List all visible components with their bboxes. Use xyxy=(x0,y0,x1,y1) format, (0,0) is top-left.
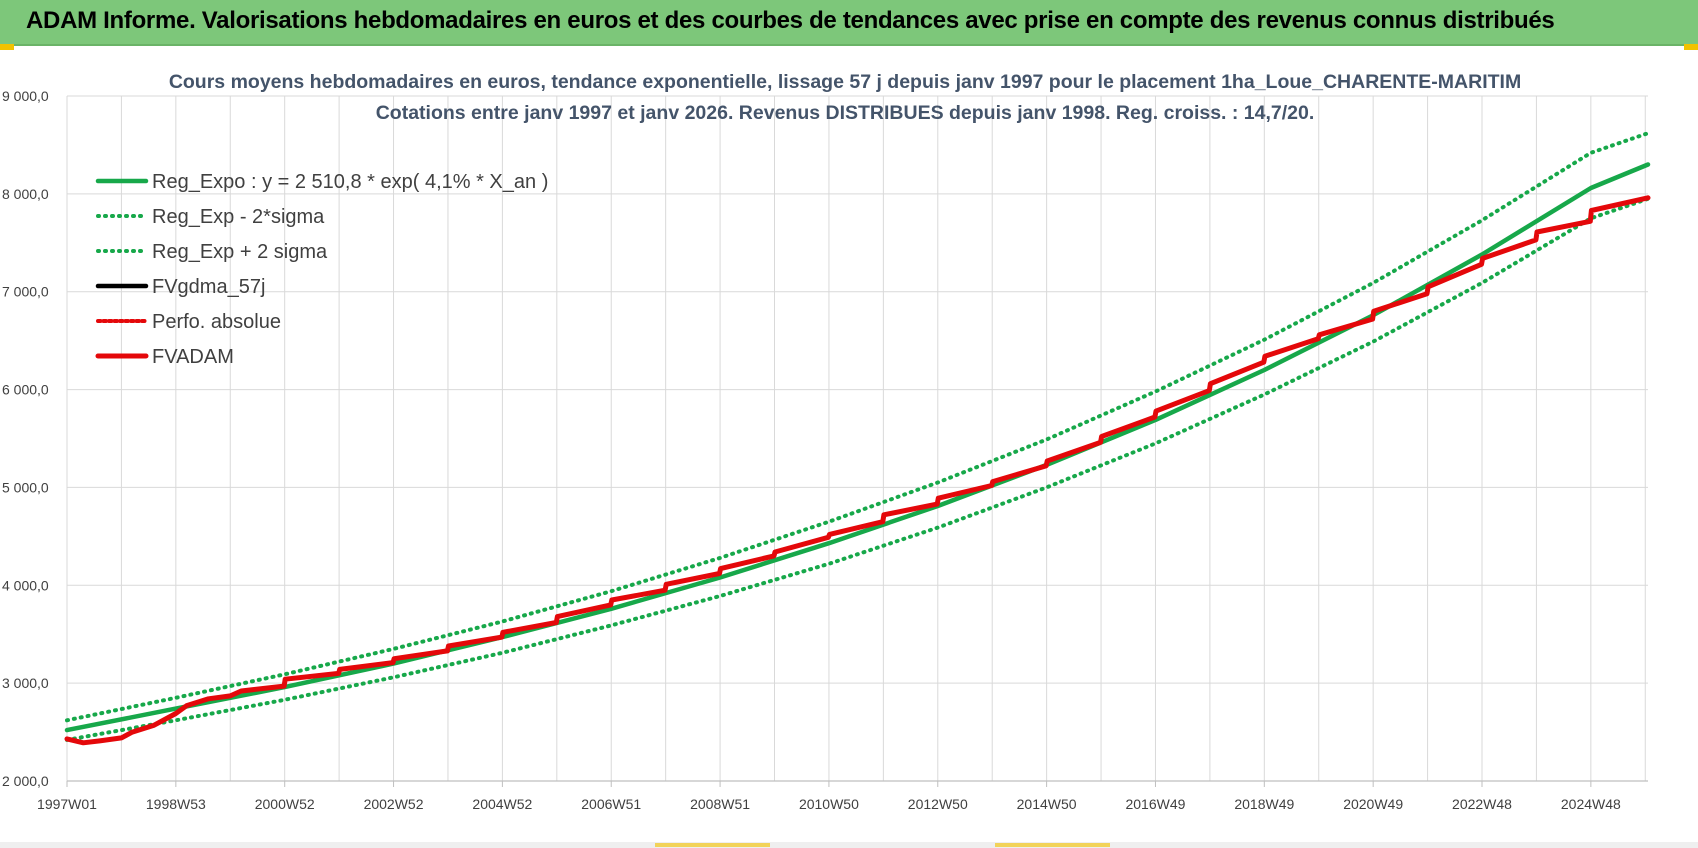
y-tick-label: 5 000,0 xyxy=(2,479,49,495)
corner-marker-left xyxy=(0,44,14,50)
series-layer xyxy=(64,131,1651,746)
legend-label: Reg_Expo : y = 2 510,8 * exp( 4,1% * X_a… xyxy=(152,171,548,193)
grid xyxy=(66,95,1648,782)
axes: 2 000,0 3 000,0 4 000,0 5 000,0 6 000,0 7 000… xyxy=(2,88,1648,812)
y-tick-label: 7 000,0 xyxy=(2,284,49,300)
bottom-bar xyxy=(0,842,1698,848)
x-tick-label: 1998W53 xyxy=(146,796,206,812)
x-tick-label: 2008W51 xyxy=(690,796,750,812)
chart-area: 2 000,0 3 000,0 4 000,0 5 000,0 6 000,0 7 000… xyxy=(0,46,1698,848)
x-tick-label: 2016W49 xyxy=(1125,796,1185,812)
legend-label: Reg_Exp - 2*sigma xyxy=(152,206,325,228)
x-tick-label: 2012W50 xyxy=(908,796,968,812)
x-tick-label: 2022W48 xyxy=(1452,796,1512,812)
legend-label: FVADAM xyxy=(152,346,234,368)
y-tick-label: 4 000,0 xyxy=(2,577,49,593)
header-banner: ADAM Informe. Valorisations hebdomadaire… xyxy=(0,0,1698,46)
y-tick-label: 8 000,0 xyxy=(2,186,49,202)
y-tick-label: 3 000,0 xyxy=(2,675,49,691)
x-tick-label: 2024W48 xyxy=(1561,796,1621,812)
series-line-4 xyxy=(65,196,1650,745)
page-title: ADAM Informe. Valorisations hebdomadaire… xyxy=(26,7,1555,34)
x-tick-label: 2010W50 xyxy=(799,796,859,812)
series-line-5 xyxy=(64,195,1651,746)
y-tick-label: 9 000,0 xyxy=(2,88,49,104)
bottom-accent-2 xyxy=(995,843,1110,847)
legend-label: FVgdma_57j xyxy=(152,276,265,298)
chart-title: Cours moyens hebdomadaires en euros, ten… xyxy=(169,71,1521,93)
line-chart: 2 000,0 3 000,0 4 000,0 5 000,0 6 000,0 7 000… xyxy=(2,71,1651,812)
x-tick-label: 2014W50 xyxy=(1017,796,1077,812)
x-tick-label: 2006W51 xyxy=(581,796,641,812)
y-tick-label: 6 000,0 xyxy=(2,382,49,398)
x-tick-label: 2002W52 xyxy=(364,796,424,812)
y-tick-label: 2 000,0 xyxy=(2,773,49,789)
x-tick-label: 2018W49 xyxy=(1234,796,1294,812)
chart-subtitle: Cotations entre janv 1997 et janv 2026. … xyxy=(376,102,1315,124)
series-line-3 xyxy=(65,196,1650,745)
series-line-2 xyxy=(65,131,1650,723)
x-tick-label: 2004W52 xyxy=(472,796,532,812)
legend: Reg_Expo : y = 2 510,8 * exp( 4,1% * X_a… xyxy=(95,171,548,368)
series-line-1 xyxy=(65,196,1650,742)
x-tick-label: 2000W52 xyxy=(255,796,315,812)
legend-label: Reg_Exp + 2 sigma xyxy=(152,241,328,263)
x-tick-label: 2020W49 xyxy=(1343,796,1403,812)
bottom-accent-1 xyxy=(655,843,770,847)
x-tick-label: 1997W01 xyxy=(37,796,97,812)
corner-marker-right xyxy=(1684,44,1698,50)
legend-label: Perfo. absolue xyxy=(152,311,281,333)
